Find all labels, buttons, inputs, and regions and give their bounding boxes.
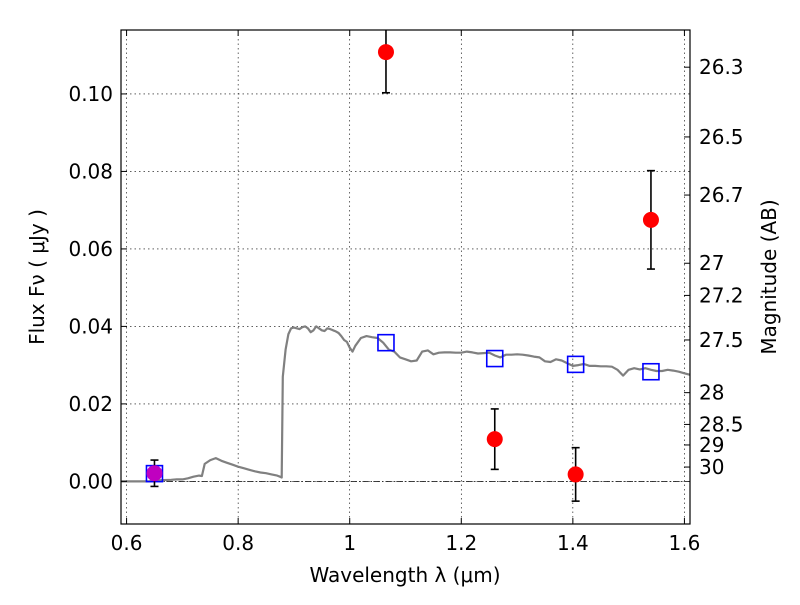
- y2-tick-label: 30: [699, 455, 724, 479]
- y-tick-label: 0.04: [68, 314, 113, 338]
- y2-tick-label: 26.3: [699, 55, 744, 79]
- grid-lines: [121, 30, 690, 524]
- observed-flux-point: [642, 211, 659, 228]
- observed-flux-point: [567, 466, 584, 483]
- y2-tick-label: 27.5: [699, 328, 744, 352]
- x-tick-label: 1.6: [669, 531, 701, 555]
- y-tick-label: 0.06: [68, 237, 113, 261]
- model-flux-square: [485, 349, 504, 368]
- x-tick-label: 0.6: [111, 531, 143, 555]
- observed-flux-point: [146, 465, 163, 482]
- y2-tick-label: 27.2: [699, 283, 744, 307]
- y2-axis-title: Magnitude (AB): [757, 199, 781, 354]
- y2-tick-label: 27: [699, 251, 724, 275]
- observed-flux-point: [377, 44, 394, 61]
- y2-tick-label: 28: [699, 381, 724, 405]
- x-axis-title: Wavelength λ (μm): [309, 563, 500, 587]
- y2-tick-label: 28.5: [699, 412, 744, 436]
- y-tick-label: 0.00: [68, 469, 113, 493]
- y2-tick-label: 26.5: [699, 125, 744, 149]
- x-tick-label: 1.4: [557, 531, 589, 555]
- series-layer: [121, 30, 690, 502]
- model-flux-square: [642, 362, 660, 381]
- y-axis-title: Flux Fν ( μJy ): [25, 209, 49, 345]
- observed-flux-point: [486, 431, 503, 448]
- y-tick-label: 0.08: [68, 159, 113, 183]
- model-flux-square: [566, 355, 585, 374]
- y-tick-label: 0.10: [68, 82, 113, 106]
- axis-ticks: 0.6 0.8 1 1.2 1.4 1.6 0.00 0.02 0.04 0.06 0.08 0.10…: [68, 30, 744, 555]
- x-tick-label: 1.2: [445, 531, 477, 555]
- x-tick-label: 0.8: [222, 531, 254, 555]
- model-flux-square: [377, 333, 395, 352]
- y2-tick-label: 29: [699, 433, 724, 457]
- y-tick-label: 0.02: [68, 392, 113, 416]
- y2-tick-label: 26.7: [699, 183, 744, 207]
- plot-frame: [120, 29, 691, 525]
- x-tick-label: 1: [343, 531, 356, 555]
